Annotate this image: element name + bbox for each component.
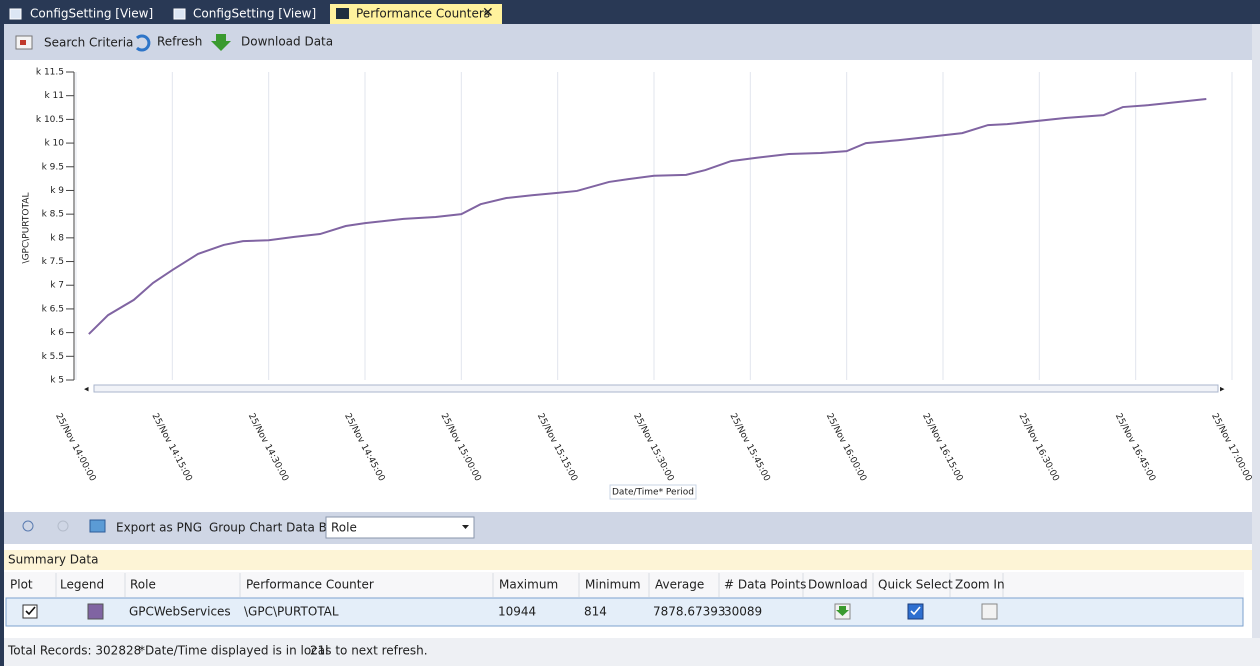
y-tick-label: k 8	[50, 233, 64, 243]
y-tick-label: k 6	[50, 328, 64, 338]
total-records: Total Records: 302828	[7, 644, 141, 658]
summary-header	[4, 550, 1252, 570]
y-tick-label: k 5	[50, 376, 64, 386]
x-axis-title-box	[609, 484, 697, 500]
legend-swatch	[87, 603, 104, 620]
table-cell: GPCWebServices	[129, 605, 231, 619]
zoom-out-icon[interactable]	[57, 520, 69, 532]
tab[interactable]: ConfigSetting [View]	[30, 7, 153, 21]
download-icon	[211, 34, 231, 51]
y-axis-title: \GPC\PURTOTAL	[22, 193, 32, 264]
download-arrow	[836, 606, 849, 616]
y-tick-label: k 11	[44, 91, 64, 101]
y-tick-label: k 10	[44, 139, 64, 149]
status-bar	[4, 638, 1260, 666]
tab-icon	[173, 8, 186, 20]
y-tick-label: k 6.5	[42, 304, 64, 314]
scroll-left[interactable]: ◂	[84, 385, 89, 395]
y-tick-label: k 8.5	[42, 210, 64, 220]
chart-toolbar	[4, 512, 1252, 544]
column-header: Legend	[60, 578, 104, 592]
export-icon	[89, 519, 106, 533]
active-tab[interactable]	[330, 4, 502, 24]
x-scrollbar[interactable]	[93, 384, 1219, 393]
zoom-row-icon[interactable]	[981, 603, 998, 620]
summary-title: Summary Data	[8, 553, 98, 567]
table-cell: \GPC\PURTOTAL	[244, 605, 339, 619]
tab[interactable]: Performance Counters	[356, 7, 490, 21]
table-cell: 10944	[498, 605, 536, 619]
search-icon-dot	[20, 40, 26, 45]
search-criteria-button[interactable]: Search Criteria	[44, 36, 133, 50]
check	[25, 606, 36, 616]
table-cell: 7878.67393	[653, 605, 726, 619]
x-axis-title: Date/Time* Period	[612, 488, 694, 498]
refresh-icon	[135, 34, 151, 52]
y-tick-label: k 9.5	[42, 162, 64, 172]
check	[910, 606, 921, 616]
y-tick-label: k 9	[50, 186, 64, 196]
download-data-button[interactable]: Download Data	[241, 35, 333, 49]
tab-icon	[9, 8, 22, 20]
refresh-countdown: 21s to next refresh.	[310, 644, 428, 658]
y-tick-label: k 7	[50, 281, 64, 291]
column-header: Download	[808, 578, 868, 592]
date-note: *Date/Time displayed is in local	[139, 644, 328, 658]
zoom-in-icon[interactable]	[22, 520, 34, 532]
table-header	[4, 572, 1244, 598]
y-tick-label: k 11.5	[36, 68, 64, 78]
refresh-button[interactable]: Refresh	[157, 35, 202, 49]
group-select-value[interactable]: Role	[331, 521, 357, 535]
column-header: Plot	[10, 578, 33, 592]
table-cell: 30089	[724, 605, 762, 619]
column-header: Maximum	[499, 578, 558, 592]
column-header: Zoom In	[955, 578, 1005, 592]
right-edge	[1252, 24, 1260, 638]
tab-icon	[336, 8, 349, 19]
column-header: Average	[655, 578, 704, 592]
export-png-button[interactable]: Export as PNG	[116, 521, 202, 535]
y-tick-label: k 10.5	[36, 115, 64, 125]
table-cell: 814	[584, 605, 607, 619]
group-select[interactable]	[325, 516, 475, 539]
scroll-right[interactable]: ▸	[1220, 385, 1225, 395]
select-arrow	[462, 525, 469, 529]
column-header: Minimum	[585, 578, 641, 592]
column-header: # Data Points	[724, 578, 806, 592]
column-header: Role	[130, 578, 156, 592]
selected-row[interactable]	[5, 597, 1244, 627]
column-header: Quick Select	[878, 578, 953, 592]
tab[interactable]: ConfigSetting [View]	[193, 7, 316, 21]
column-header: Performance Counter	[246, 578, 374, 592]
close-tab[interactable]: ✕	[482, 5, 494, 21]
content	[4, 24, 1252, 640]
series-line	[88, 98, 1207, 335]
summary-table: Plot Legend Role Performance Counter Maximum…	[10, 573, 1005, 619]
y-tick-label: k 5.5	[42, 352, 64, 362]
group-label: Group Chart Data By:	[209, 521, 337, 535]
y-tick-label: k 7.5	[42, 257, 64, 267]
